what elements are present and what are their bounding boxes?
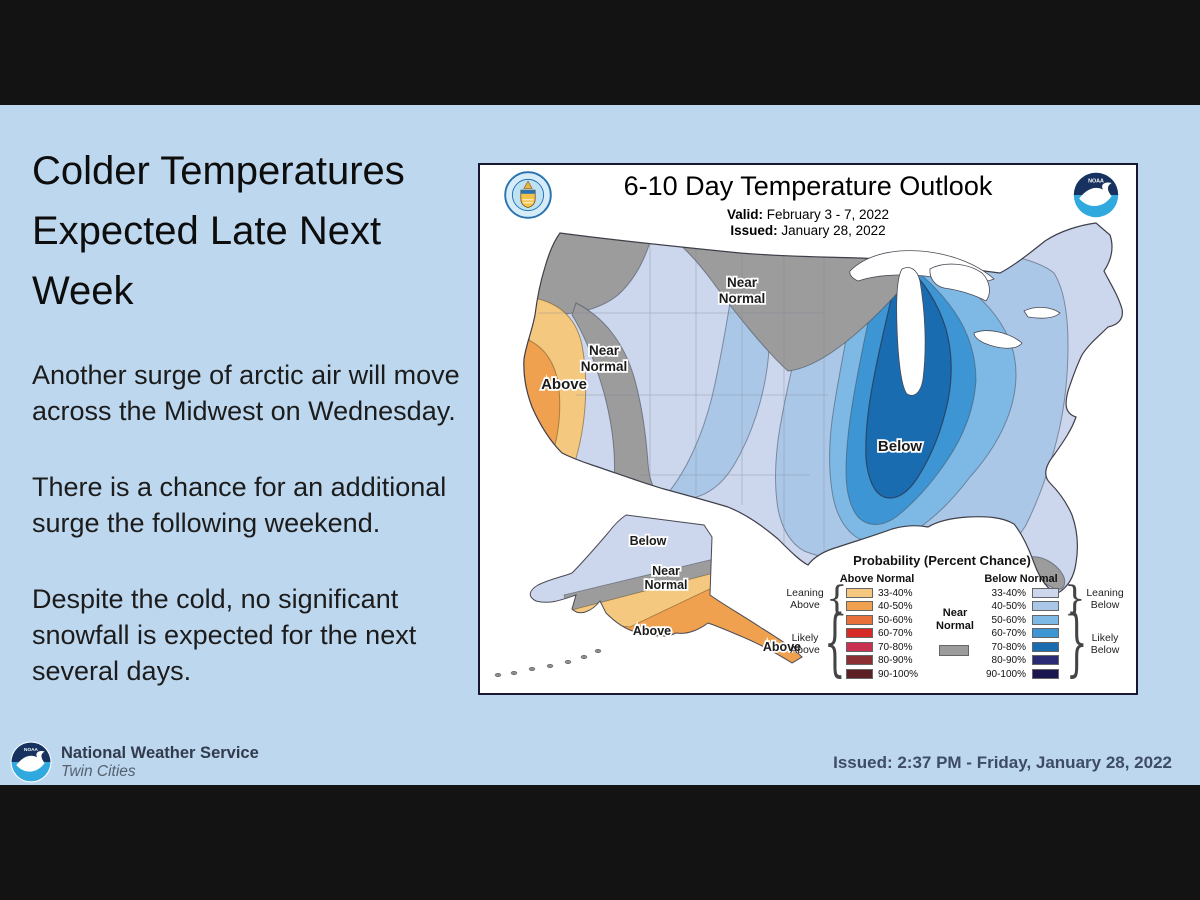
southwest-near-normal-band — [571, 302, 660, 494]
alaska-panhandle-above-label: Above — [763, 640, 801, 654]
noaa-footer-logo-text: NOAA — [24, 747, 38, 753]
temperature-outlook-map: Near Normal Near Normal Above Below — [494, 222, 1123, 678]
conus-outline — [523, 222, 1123, 594]
valid-value: February 3 - 7, 2022 — [766, 207, 890, 222]
west-near-normal-label-line2: Normal — [581, 359, 628, 374]
plains-near-normal-label-line1: Near — [727, 275, 758, 290]
slide-content: Colder Temperatures Expected Late Next W… — [0, 105, 1200, 785]
noaa-footer-logo-icon: NOAA — [10, 741, 52, 783]
legend-below-swatch-7 — [1032, 669, 1059, 679]
alaska-above-label: Above — [633, 624, 671, 638]
legend-above-swatch-1 — [846, 588, 873, 598]
legend-below-swatch-6 — [1032, 655, 1059, 665]
legend-below-range-3: 50-60% — [991, 615, 1026, 626]
legend-likely-above-label: Likely Above — [790, 631, 820, 657]
legend-below-range-1: 33-40% — [991, 588, 1026, 599]
legend-below-swatch-5 — [1032, 642, 1059, 652]
issued-label: Issued: — [730, 223, 778, 238]
plains-near-normal-label-line2: Normal — [719, 291, 766, 306]
alaska-near-normal-label-line1: Near — [652, 564, 680, 578]
alaska-below-label: Below — [630, 534, 667, 548]
legend-below-swatch-3 — [1032, 615, 1059, 625]
leaning-above-brace: { — [826, 579, 848, 619]
lake-michigan — [896, 267, 926, 396]
legend-above-swatch-7 — [846, 669, 873, 679]
nws-text-block: National Weather Service Twin Cities — [61, 744, 259, 781]
state-border-lines — [538, 225, 828, 561]
legend-below-swatch-4 — [1032, 628, 1059, 638]
lake-ontario — [1023, 307, 1061, 319]
legend-below-range-7: 90-100% — [985, 669, 1026, 680]
legend-above-swatch-6 — [846, 655, 873, 665]
legend-above-range-3: 50-60% — [878, 615, 913, 626]
valid-line: Valid: February 3 - 7, 2022 — [480, 207, 1136, 223]
nws-branding: NOAA National Weather Service Twin Citie… — [10, 741, 259, 783]
legend-above-range-2: 40-50% — [878, 601, 913, 612]
leaning-below-brace: } — [1064, 579, 1086, 619]
lake-huron — [929, 263, 990, 302]
legend-title: Probability (Percent Chance) — [853, 553, 1031, 568]
bottom-letterbox-bar — [0, 785, 1200, 900]
nws-org-name: National Weather Service — [61, 743, 259, 762]
northern-plains-near-normal-region — [647, 223, 933, 372]
legend-above-range-6: 80-90% — [878, 655, 913, 666]
temperature-outlook-panel: Near Normal Near Normal Above Below — [478, 163, 1138, 695]
alaska-near-normal-label-line2: Normal — [644, 578, 687, 592]
legend-above-swatch-5 — [846, 642, 873, 652]
body-paragraph-2: There is a chance for an additional surg… — [32, 472, 447, 538]
aleutian-islands — [494, 648, 602, 678]
legend-below-range-5: 70-80% — [991, 642, 1026, 653]
legend-above-range-1: 33-40% — [878, 588, 913, 599]
legend-below-swatch-1 — [1032, 588, 1059, 598]
lake-erie — [973, 330, 1023, 349]
california-above-label: Above — [541, 376, 587, 393]
legend-leaning-below-label: Leaning Below — [1086, 586, 1124, 612]
legend-above-range-7: 90-100% — [878, 669, 919, 680]
issued-timestamp: Issued: 2:37 PM - Friday, January 28, 20… — [833, 753, 1172, 772]
legend-near-normal-label: Near Normal — [928, 607, 982, 633]
legend-above-swatch-2 — [846, 601, 873, 611]
legend-below-range-2: 40-50% — [991, 601, 1026, 612]
dept-of-commerce-seal-icon — [504, 171, 552, 219]
valid-label: Valid: — [726, 207, 763, 222]
legend-near-normal-line1: Near — [942, 607, 968, 619]
likely-above-brace: { — [824, 600, 846, 687]
legend-above-swatch-3 — [846, 615, 873, 625]
map-title: 6-10 Day Temperature Outlook — [623, 171, 993, 201]
issued-line: Issued: January 28, 2022 — [480, 223, 1136, 239]
midwest-below-label: Below — [878, 438, 923, 455]
likely-below-brace: } — [1066, 600, 1088, 687]
page-title: Colder Temperatures Expected Late Next W… — [32, 149, 405, 313]
great-lakes-group — [849, 250, 1061, 396]
headline-column: Colder Temperatures Expected Late Next W… — [32, 141, 468, 729]
nws-office-name: Twin Cities — [61, 762, 136, 780]
probability-legend: Probability (Percent Chance) Above Norma… — [782, 553, 1132, 693]
body-paragraph-3: Despite the cold, no significant snowfal… — [32, 584, 417, 686]
legend-above-normal-header: Above Normal — [839, 573, 915, 585]
body-paragraph-1: Another surge of arctic air will move ac… — [32, 360, 460, 426]
top-letterbox-bar — [0, 0, 1200, 105]
noaa-logo-icon: NOAA — [1073, 172, 1119, 218]
legend-near-normal-line2: Normal — [936, 620, 974, 632]
legend-above-swatch-4 — [846, 628, 873, 638]
legend-below-range-4: 60-70% — [991, 628, 1026, 639]
legend-below-normal-header: Below Normal — [984, 573, 1058, 585]
legend-above-range-4: 60-70% — [878, 628, 913, 639]
issued-value: January 28, 2022 — [781, 223, 886, 238]
map-meta: Valid: February 3 - 7, 2022 Issued: Janu… — [480, 207, 1136, 239]
legend-likely-below-label: Likely Below — [1090, 631, 1120, 657]
noaa-logo-text: NOAA — [1088, 178, 1104, 184]
alaska-outline — [529, 514, 803, 664]
legend-below-range-6: 80-90% — [991, 655, 1026, 666]
west-near-normal-label-line1: Near — [589, 343, 620, 358]
conus-band-group — [523, 223, 1123, 593]
legend-below-swatch-2 — [1032, 601, 1059, 611]
legend-leaning-above-label: Leaning Above — [786, 586, 824, 612]
legend-near-normal-swatch — [939, 645, 969, 656]
legend-above-range-5: 70-80% — [878, 642, 913, 653]
